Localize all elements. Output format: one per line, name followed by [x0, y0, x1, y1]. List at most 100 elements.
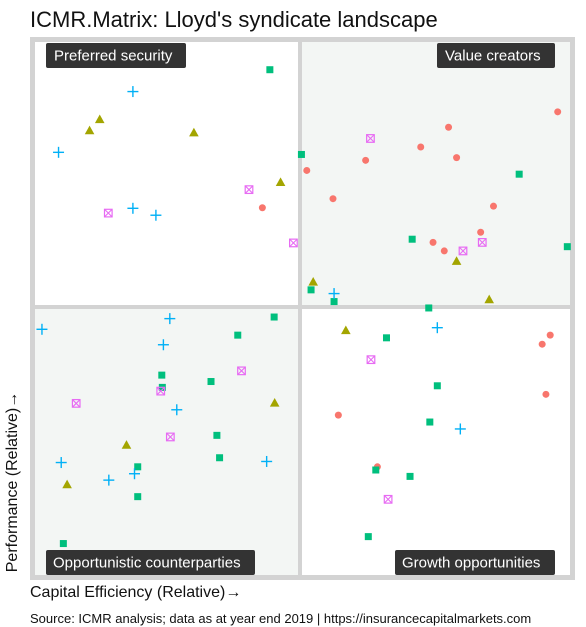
quadrant-label-text: Preferred security [54, 48, 173, 65]
data-point-triangle [62, 479, 72, 489]
data-point-triangle [94, 114, 105, 124]
data-point-square [372, 466, 380, 474]
data-point-square [266, 66, 274, 74]
quadrant-label-bg [395, 550, 555, 575]
data-point-circle [329, 195, 337, 203]
data-point-triangle [84, 125, 95, 135]
quadrant-label-preferred-security: Preferred security [46, 43, 186, 68]
data-point-triangle [484, 294, 495, 304]
data-point-triangle [308, 277, 318, 286]
data-point-square [213, 431, 221, 439]
data-point-square [425, 304, 433, 312]
data-point-plus [328, 288, 340, 300]
data-point-square [158, 371, 166, 379]
data-point-boxcross [383, 494, 393, 504]
data-point-boxcross [477, 238, 487, 247]
data-point-boxcross [71, 398, 81, 408]
data-point-plus [431, 322, 443, 334]
data-point-boxcross [458, 246, 468, 256]
data-point-square [433, 382, 441, 390]
data-point-plus [261, 455, 273, 467]
quadrant-label-bg [46, 43, 186, 68]
data-point-triangle [189, 127, 199, 137]
quadrant-label-bg [46, 550, 255, 575]
data-point-circle [538, 340, 546, 348]
quadrant-label-text: Growth opportunities [402, 555, 540, 572]
data-point-square [382, 334, 390, 342]
data-point-triangle [451, 256, 462, 265]
data-point-square [207, 378, 215, 386]
data-point-boxcross [237, 366, 246, 376]
data-point-circle [258, 204, 266, 212]
data-point-plus [164, 313, 176, 325]
data-points [36, 66, 571, 548]
data-point-boxcross [244, 185, 254, 195]
data-point-boxcross [103, 208, 113, 218]
data-point-square [297, 150, 305, 158]
data-point-triangle [341, 325, 351, 335]
data-point-circle [417, 143, 425, 151]
data-point-boxcross [156, 386, 166, 396]
data-point-plus [454, 423, 466, 435]
quadrant-bottom-left [35, 309, 298, 575]
source-note: Source: ICMR analysis; data as at year e… [30, 611, 532, 626]
data-point-triangle [269, 398, 280, 407]
data-point-square [134, 463, 142, 471]
data-point-circle [489, 202, 497, 210]
data-point-square [406, 472, 414, 480]
data-point-square [234, 331, 242, 339]
data-point-square [563, 243, 571, 251]
data-point-circle [542, 390, 550, 398]
data-point-square [330, 298, 338, 306]
data-point-plus [171, 404, 183, 416]
quadrant-top-right [302, 42, 570, 305]
data-point-circle [334, 411, 342, 419]
data-point-square [364, 533, 372, 541]
data-point-circle [440, 247, 448, 255]
data-point-circle [362, 156, 370, 164]
data-point-circle [453, 154, 461, 162]
quadrant-label-opportunistic-counterparties: Opportunistic counterparties [46, 550, 255, 575]
data-point-square [270, 313, 278, 321]
data-point-plus [127, 86, 139, 98]
data-point-plus [127, 202, 139, 214]
data-point-square [59, 540, 67, 548]
data-point-circle [477, 228, 485, 236]
quadrant-top-left [35, 42, 298, 305]
data-point-square [408, 235, 416, 243]
data-point-boxcross [366, 355, 376, 365]
quadrant-label-growth-opportunities: Growth opportunities [395, 550, 555, 575]
data-point-square [426, 418, 434, 426]
scatter-chart: Preferred security Value creators Opport… [30, 37, 575, 580]
quadrant-label-text: Value creators [445, 48, 541, 65]
data-point-triangle [275, 177, 286, 186]
quadrant-label-bg [437, 43, 555, 68]
data-point-triangle [121, 440, 132, 449]
data-point-plus [150, 209, 162, 221]
y-axis-label: Performance (Relative)→ [4, 391, 21, 573]
data-point-circle [554, 108, 562, 116]
data-point-plus [55, 457, 67, 469]
quadrant-bottom-right [302, 309, 570, 575]
data-point-square [515, 170, 523, 178]
data-point-boxcross [289, 238, 298, 248]
data-point-circle [429, 238, 437, 246]
data-point-square [134, 493, 142, 501]
data-point-circle [303, 166, 311, 174]
data-point-plus [36, 323, 48, 335]
data-point-square [216, 454, 224, 462]
quadrant-label-value-creators: Value creators [437, 43, 555, 68]
quadrant-label-text: Opportunistic counterparties [53, 555, 241, 572]
x-axis-label: Capital Efficiency (Relative)→ [30, 584, 242, 601]
data-point-plus [157, 339, 169, 351]
data-point-plus [129, 468, 141, 480]
chart-title: ICMR.Matrix: Lloyd's syndicate landscape [30, 7, 438, 32]
data-point-circle [445, 123, 453, 131]
data-point-plus [53, 146, 65, 158]
data-point-plus [103, 474, 115, 486]
data-point-boxcross [165, 432, 175, 442]
data-point-boxcross [366, 134, 375, 143]
matrix-plot: Preferred security Value creators Opport… [30, 37, 575, 580]
data-point-circle [546, 331, 554, 339]
data-point-square [307, 286, 315, 294]
